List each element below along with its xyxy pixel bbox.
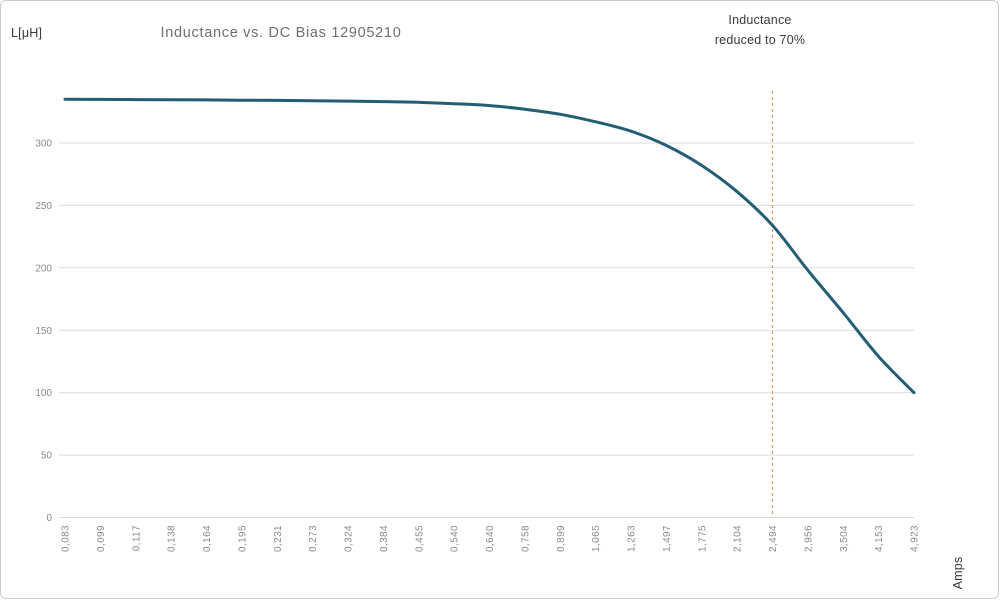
x-tick-label: 2,956: [803, 525, 814, 552]
x-tick-label: 1,263: [627, 525, 638, 552]
inductance-curve: [63, 97, 916, 395]
x-tick-label: 1,065: [591, 525, 602, 552]
threshold-annotation: Inductance reduced to 70%: [681, 10, 839, 50]
y-tick-label: 300: [35, 139, 52, 150]
x-tick-label: 0,099: [96, 525, 107, 552]
y-tick-label: 0: [46, 513, 52, 524]
x-tick-label: 0,758: [520, 525, 531, 552]
y-tick-label: 150: [35, 326, 52, 337]
x-tick-label: 4,153: [874, 525, 885, 552]
x-tick-label: 2,494: [768, 525, 779, 552]
x-tick-label: 0,195: [237, 525, 248, 552]
threshold-annotation-line2: reduced to 70%: [714, 33, 806, 47]
x-tick-label: 0,164: [202, 525, 213, 552]
x-tick-label: 4,923: [910, 525, 921, 552]
chart-title: Inductance vs. DC Bias 12905210: [160, 25, 402, 41]
x-tick-label: 0,640: [485, 525, 496, 552]
x-tick-label: 0,384: [379, 525, 390, 552]
y-tick-label: 50: [41, 451, 53, 462]
x-tick-label: 0,455: [414, 525, 425, 552]
y-axis-unit-label: L[μH]: [11, 26, 43, 40]
x-tick-label: 1,497: [662, 525, 673, 552]
x-tick-label: 0,540: [450, 525, 461, 552]
y-tick-label: 200: [35, 263, 52, 274]
x-tick-label: 0,083: [61, 525, 72, 552]
x-tick-label: 0,324: [344, 525, 355, 552]
x-tick-label: 1,775: [697, 525, 708, 552]
y-tick-label: 100: [35, 388, 52, 399]
x-tick-label: 0,138: [167, 525, 178, 552]
x-tick-label: 3,504: [839, 525, 850, 552]
x-tick-label: 0,273: [308, 525, 319, 552]
x-axis-unit-label: Amps: [951, 556, 965, 590]
y-tick-label: 250: [35, 201, 52, 212]
x-tick-label: 0,231: [273, 525, 284, 552]
threshold-annotation-line1: Inductance: [728, 13, 792, 27]
x-tick-label: 2,104: [733, 525, 744, 552]
x-tick-label: 0,899: [556, 525, 567, 552]
x-tick-label: 0,117: [131, 525, 142, 551]
